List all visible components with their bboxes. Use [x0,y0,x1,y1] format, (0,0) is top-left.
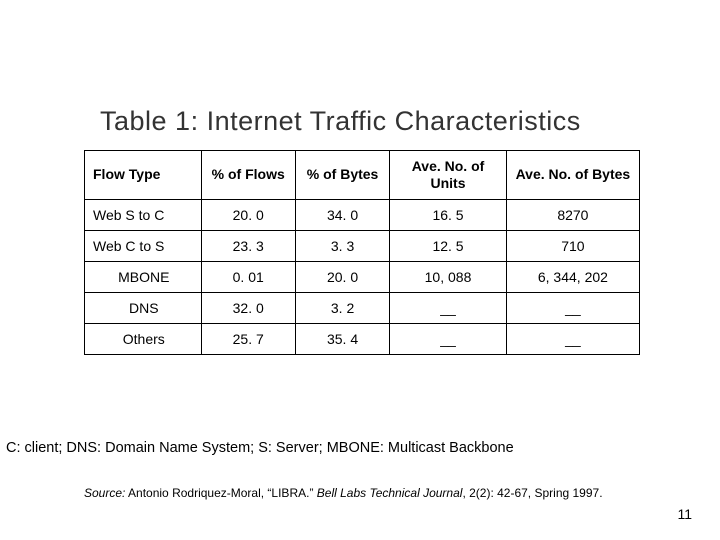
col-pct-bytes: % of Bytes [295,151,389,200]
cell-flow-type: Web S to C [85,199,202,230]
cell-pct-bytes: 3. 3 [295,230,389,261]
cell-pct-flows: 25. 7 [201,323,295,354]
table-row: Others 25. 7 35. 4 __ __ [85,323,640,354]
col-flow-type: Flow Type [85,151,202,200]
col-pct-flows: % of Flows [201,151,295,200]
legend-text: C: client; DNS: Domain Name System; S: S… [6,440,714,456]
cell-avg-units: __ [390,292,507,323]
cell-pct-bytes: 20. 0 [295,261,389,292]
col-avg-units: Ave. No. of Units [390,151,507,200]
source-before: Antonio Rodriquez-Moral, “LIBRA.” [125,486,316,500]
source-after: , 2(2): 42-67, Spring 1997. [462,486,602,500]
cell-pct-flows: 0. 01 [201,261,295,292]
table-row: MBONE 0. 01 20. 0 10, 088 6, 344, 202 [85,261,640,292]
source-citation: Source: Antonio Rodriquez-Moral, “LIBRA.… [84,486,660,500]
cell-pct-bytes: 35. 4 [295,323,389,354]
cell-avg-units: 12. 5 [390,230,507,261]
page-number: 11 [677,506,692,522]
cell-avg-units: __ [390,323,507,354]
cell-pct-bytes: 3. 2 [295,292,389,323]
table-body: Web S to C 20. 0 34. 0 16. 5 8270 Web C … [85,199,640,354]
slide-title: Table 1: Internet Traffic Characteristic… [100,106,680,137]
cell-avg-bytes: __ [506,323,639,354]
cell-pct-flows: 23. 3 [201,230,295,261]
cell-flow-type: Web C to S [85,230,202,261]
traffic-table-wrap: Flow Type % of Flows % of Bytes Ave. No.… [84,150,640,355]
table-row: DNS 32. 0 3. 2 __ __ [85,292,640,323]
source-journal: Bell Labs Technical Journal [317,486,463,500]
table-row: Web S to C 20. 0 34. 0 16. 5 8270 [85,199,640,230]
cell-avg-bytes: 6, 344, 202 [506,261,639,292]
slide: Table 1: Internet Traffic Characteristic… [0,0,720,540]
table-header-row: Flow Type % of Flows % of Bytes Ave. No.… [85,151,640,200]
cell-flow-type: Others [85,323,202,354]
cell-pct-bytes: 34. 0 [295,199,389,230]
cell-pct-flows: 32. 0 [201,292,295,323]
table-row: Web C to S 23. 3 3. 3 12. 5 710 [85,230,640,261]
traffic-table: Flow Type % of Flows % of Bytes Ave. No.… [84,150,640,355]
cell-pct-flows: 20. 0 [201,199,295,230]
cell-avg-bytes: __ [506,292,639,323]
cell-flow-type: MBONE [85,261,202,292]
cell-flow-type: DNS [85,292,202,323]
source-label: Source: [84,486,125,500]
col-avg-bytes: Ave. No. of Bytes [506,151,639,200]
cell-avg-bytes: 710 [506,230,639,261]
cell-avg-units: 10, 088 [390,261,507,292]
cell-avg-bytes: 8270 [506,199,639,230]
cell-avg-units: 16. 5 [390,199,507,230]
